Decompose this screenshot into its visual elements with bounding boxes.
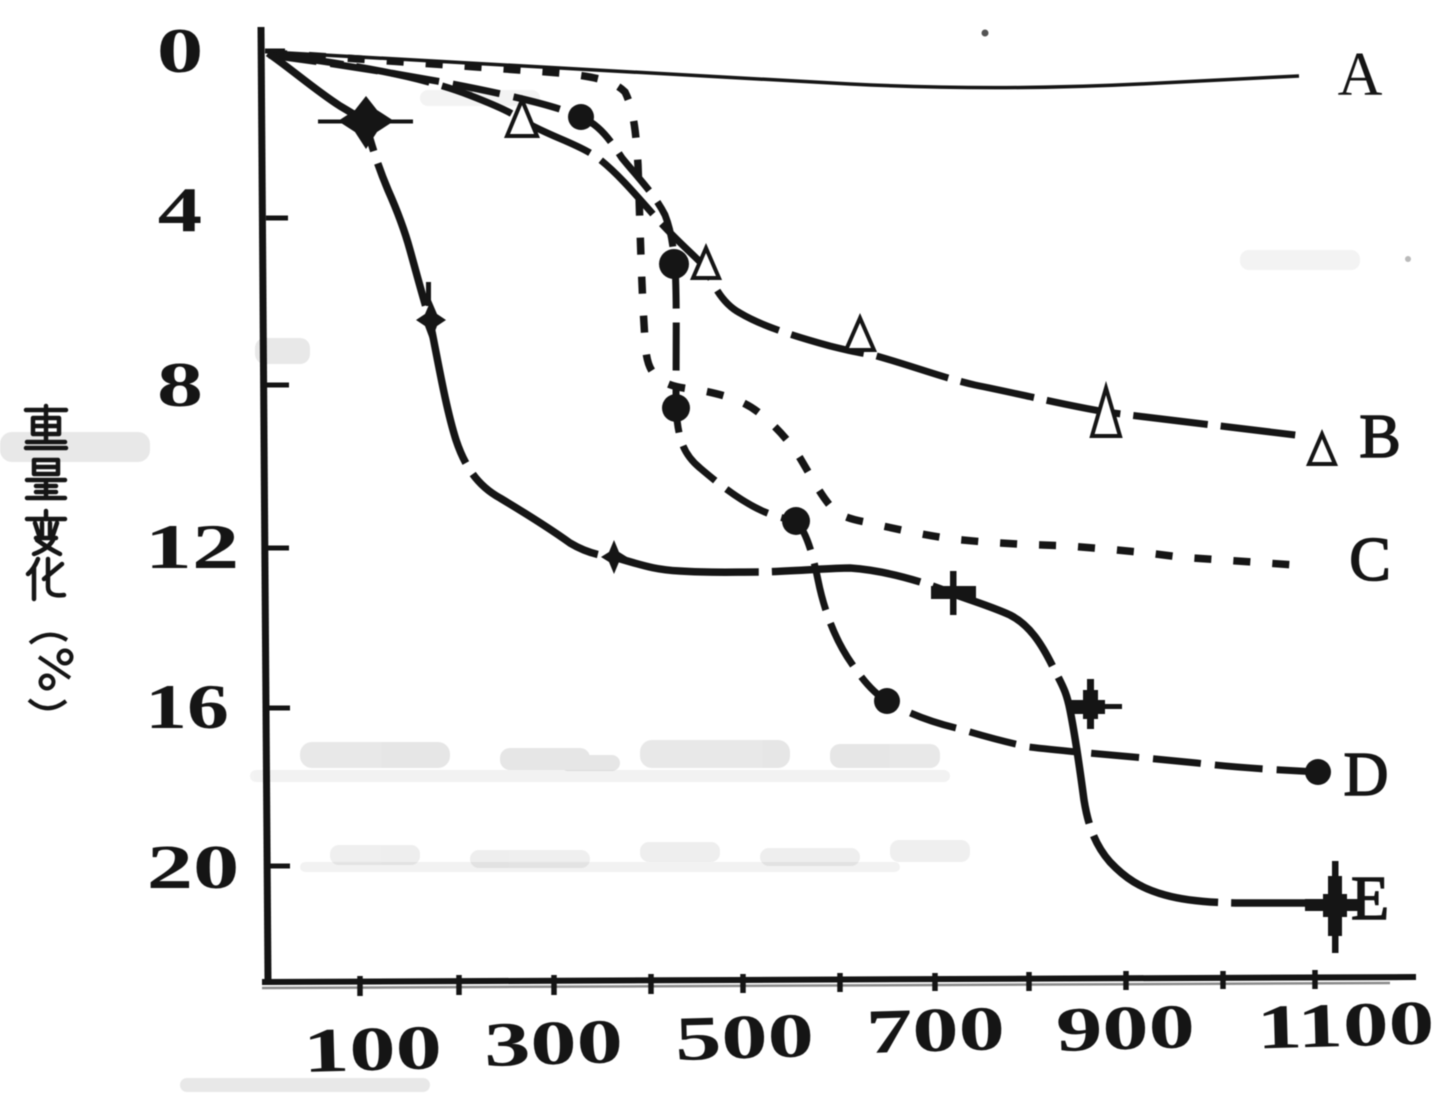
svg-text:C: C — [1349, 526, 1390, 594]
svg-text:500: 500 — [674, 1000, 815, 1074]
svg-text:E: E — [1351, 865, 1389, 933]
svg-text:12: 12 — [145, 512, 239, 582]
svg-text:16: 16 — [145, 673, 229, 743]
svg-text:D: D — [1344, 741, 1389, 809]
svg-text:300: 300 — [483, 1006, 624, 1080]
svg-text:A: A — [1338, 41, 1383, 109]
svg-text:4: 4 — [158, 175, 202, 245]
svg-text:900: 900 — [1055, 991, 1196, 1065]
svg-text:700: 700 — [865, 993, 1006, 1067]
svg-text:0: 0 — [157, 17, 204, 87]
svg-text:100: 100 — [302, 1012, 443, 1086]
svg-text:20: 20 — [147, 832, 240, 902]
svg-text:1100: 1100 — [1256, 987, 1436, 1062]
svg-text:8: 8 — [157, 351, 203, 421]
svg-text:B: B — [1359, 403, 1400, 471]
